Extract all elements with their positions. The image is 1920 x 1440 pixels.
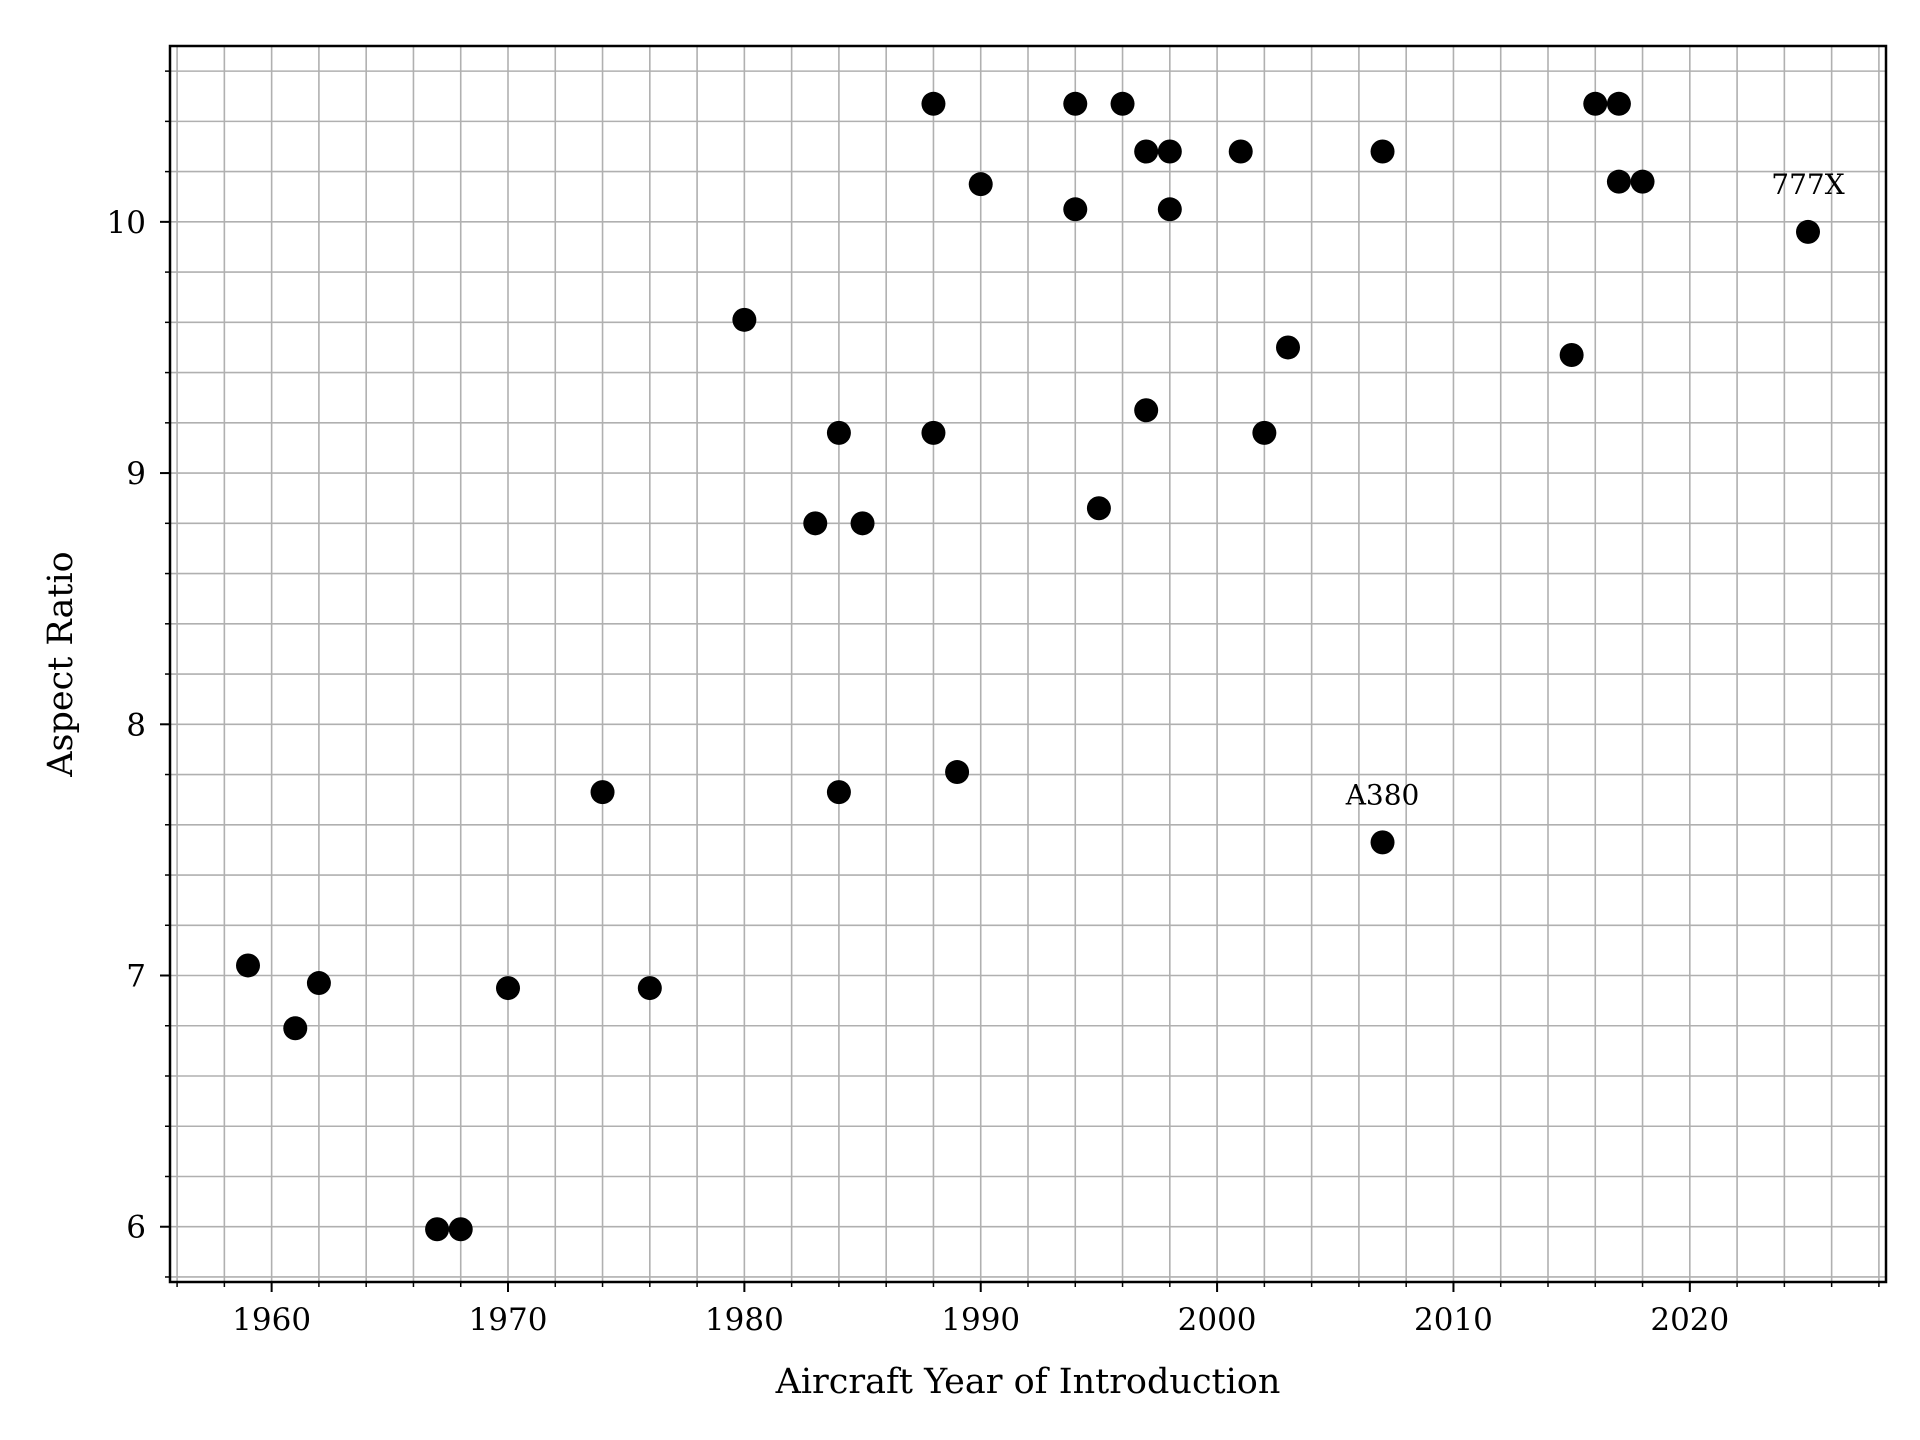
data-point: [1370, 139, 1395, 164]
data-point: [283, 1016, 308, 1041]
data-point: [1606, 169, 1631, 194]
data-point: [1559, 343, 1584, 367]
data-point: [1063, 91, 1088, 116]
data-point: [637, 976, 662, 1001]
data-point: [1252, 420, 1277, 445]
annotations: A380 777X: [1345, 168, 1845, 811]
x-tick-label: 2010: [1414, 1302, 1493, 1338]
data-point: [590, 780, 615, 805]
y-tick-label: 10: [107, 205, 146, 241]
data-point: [1086, 496, 1111, 521]
point-annotation: 777X: [1771, 168, 1844, 201]
data-point: [1606, 91, 1631, 116]
data-point: [1370, 830, 1395, 855]
data-point: [1134, 398, 1159, 423]
data-point: [1228, 139, 1253, 164]
y-tick-label: 8: [126, 707, 146, 743]
data-point: [1583, 91, 1608, 116]
data-point: [306, 971, 331, 996]
y-tick-label: 6: [126, 1210, 146, 1246]
data-point: [826, 420, 851, 445]
data-point: [496, 976, 520, 1001]
data-point: [1110, 91, 1135, 116]
x-tick-label: 1970: [469, 1302, 548, 1338]
y-tick-label: 7: [126, 959, 146, 995]
x-tick-label: 1990: [941, 1302, 1020, 1338]
plot-frame: [168, 44, 1888, 1284]
data-point: [921, 91, 946, 116]
point-annotation: A380: [1345, 778, 1420, 811]
data-point: [803, 511, 828, 536]
data-point: [1630, 169, 1655, 194]
data-point: [1134, 139, 1159, 164]
data-point: [968, 172, 993, 197]
x-axis-label: Aircraft Year of Introduction: [775, 1362, 1281, 1402]
y-tick-label: 9: [126, 456, 146, 492]
axis-ticks: 1960 1970 1980 1990 2000 2010 2020 6 7 8 9 10: [107, 70, 1880, 1338]
x-tick-label: 2020: [1650, 1302, 1729, 1338]
grid-lines: [170, 46, 1886, 1282]
data-point: [236, 953, 260, 978]
data-point: [448, 1217, 473, 1242]
data-point: [1157, 139, 1182, 164]
data-point: [425, 1217, 450, 1242]
data-point: [732, 307, 757, 332]
data-point: [1796, 219, 1820, 244]
data-point: [945, 760, 970, 785]
data-points: [236, 91, 1820, 1242]
x-tick-label: 1960: [232, 1302, 311, 1338]
x-tick-label: 1980: [705, 1302, 784, 1338]
data-point: [826, 780, 851, 805]
data-point: [1063, 197, 1088, 222]
data-point: [1157, 197, 1182, 222]
x-tick-label: 2000: [1178, 1302, 1257, 1338]
data-point: [921, 420, 946, 445]
data-point: [850, 511, 875, 536]
y-axis-label: Aspect Ratio: [41, 551, 81, 778]
data-point: [1276, 335, 1300, 360]
